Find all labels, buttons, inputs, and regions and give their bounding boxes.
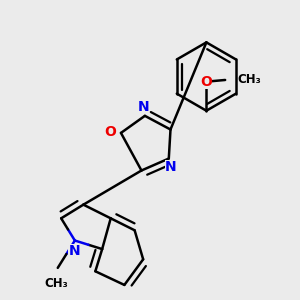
Text: N: N: [68, 244, 80, 258]
Text: CH₃: CH₃: [237, 74, 261, 86]
Text: CH₃: CH₃: [44, 278, 68, 290]
Text: N: N: [137, 100, 149, 114]
Text: O: O: [104, 125, 116, 139]
Text: O: O: [200, 75, 212, 89]
Text: N: N: [165, 160, 176, 174]
